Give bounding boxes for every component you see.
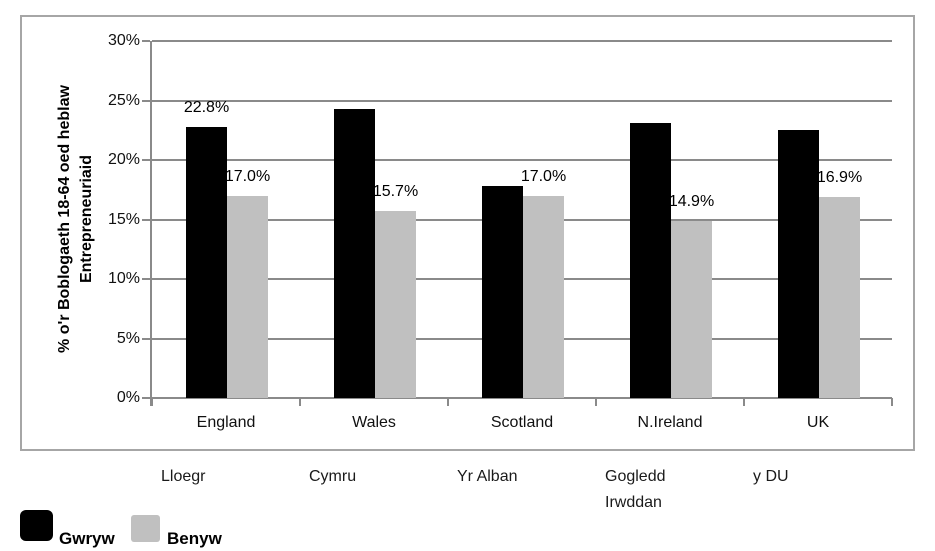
- y-tick-label: 5%: [116, 329, 140, 347]
- y-tick-mark: [142, 218, 150, 221]
- data-label-benyw-wales: 15.7%: [372, 183, 419, 201]
- gridline-30: [152, 40, 892, 42]
- y-tick-mark: [142, 397, 150, 399]
- y-axis-line: [150, 41, 152, 406]
- bar-gwryw-wales: [334, 108, 375, 398]
- data-label-gwryw-england: 22.8%: [183, 98, 230, 116]
- bar-benyw-scotland: [523, 195, 564, 398]
- bar-gwryw-uk: [778, 130, 819, 398]
- x-tick-mark: [299, 398, 301, 406]
- data-label-benyw-uk: 16.9%: [816, 168, 863, 186]
- category-label-en-n.ireland: N.Ireland: [637, 414, 703, 431]
- y-tick-mark: [142, 278, 150, 280]
- category-label-en-england: England: [196, 414, 256, 431]
- bar-benyw-england: [227, 195, 268, 398]
- y-tick-mark: [142, 40, 150, 42]
- bar-benyw-n.ireland: [671, 220, 712, 398]
- gridline-25: [152, 99, 892, 102]
- bar-gwryw-scotland: [482, 186, 523, 398]
- y-tick-mark: [142, 159, 150, 161]
- bar-benyw-uk: [819, 196, 860, 398]
- legend-label-gwryw: Gwryw: [59, 529, 115, 548]
- data-label-benyw-scotland: 17.0%: [520, 167, 567, 185]
- legend-swatch-benyw: [131, 515, 160, 542]
- y-tick-mark: [142, 99, 150, 102]
- y-tick-label: 15%: [107, 210, 140, 228]
- category-label-en-wales: Wales: [352, 414, 396, 431]
- bar-benyw-wales: [375, 211, 416, 398]
- y-tick-label: 0%: [116, 389, 140, 406]
- data-label-benyw-england: 17.0%: [224, 167, 271, 185]
- x-tick-mark: [743, 398, 745, 406]
- y-tick-label: 20%: [107, 151, 140, 168]
- bar-gwryw-n.ireland: [630, 123, 671, 398]
- x-axis-line: [150, 397, 892, 399]
- legend-swatch-gwryw: [20, 510, 53, 541]
- category-label-en-scotland: Scotland: [490, 414, 554, 431]
- y-tick-mark: [142, 337, 150, 340]
- x-tick-mark: [447, 398, 449, 406]
- x-tick-mark: [595, 398, 597, 406]
- gridline-20: [152, 159, 892, 161]
- category-label-cy-3: Gogledd Irwddan: [605, 468, 666, 511]
- category-label-cy-2: Yr Alban: [457, 468, 518, 485]
- y-tick-label: 30%: [107, 32, 140, 49]
- category-label-en-uk: UK: [806, 414, 830, 431]
- chart-plot-border: [20, 15, 915, 451]
- category-label-cy-0: Lloegr: [161, 468, 206, 485]
- y-tick-label: 25%: [107, 91, 140, 109]
- x-tick-mark: [151, 398, 153, 406]
- bar-gwryw-england: [186, 126, 227, 398]
- legend-label-benyw: Benyw: [167, 529, 222, 548]
- category-label-cy-4: y DU: [753, 468, 789, 485]
- x-tick-mark: [891, 398, 893, 406]
- y-tick-label: 10%: [107, 270, 140, 287]
- category-label-cy-1: Cymru: [309, 468, 357, 485]
- data-label-benyw-n.ireland: 14.9%: [668, 192, 715, 210]
